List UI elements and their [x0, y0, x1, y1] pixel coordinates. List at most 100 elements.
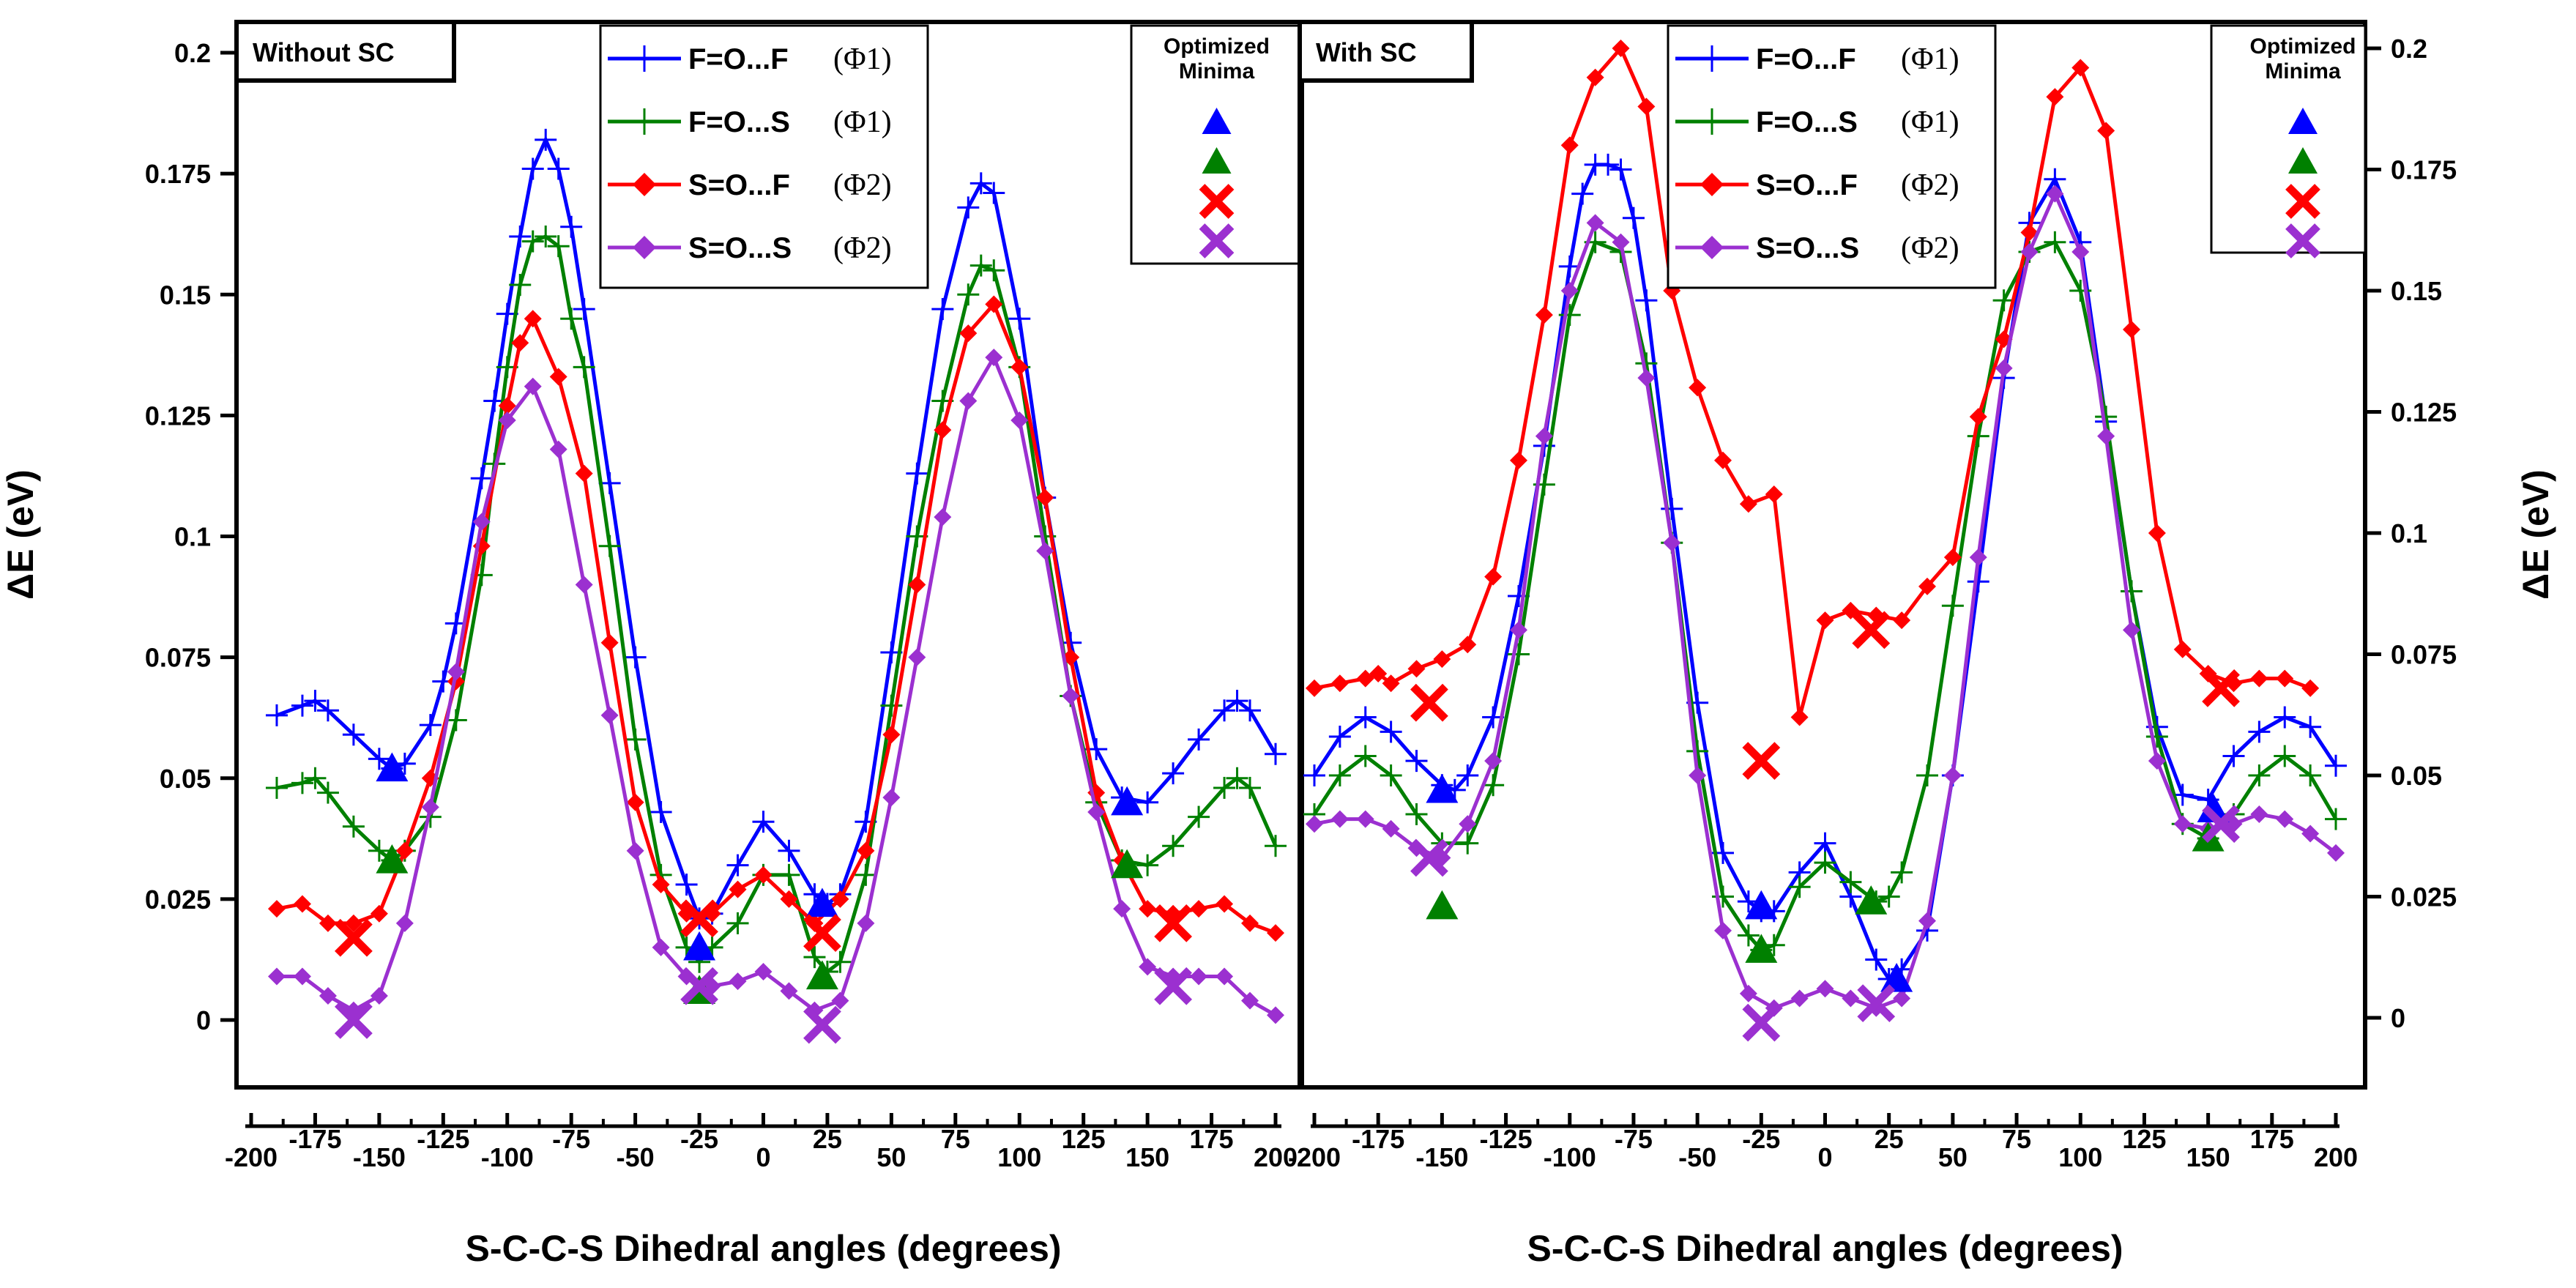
- data-point-ff: [752, 811, 775, 833]
- data-point-fs: [1839, 871, 1862, 893]
- data-point-sf: [1765, 485, 1783, 504]
- series-sf: [1306, 40, 2320, 726]
- data-point-ff: [1380, 721, 1402, 743]
- data-point-sf: [1356, 669, 1374, 688]
- data-point-fs: [1967, 425, 1989, 447]
- plot-frame: [1298, 20, 2367, 1090]
- legend-label-sf: S=O...F: [688, 169, 790, 201]
- data-point-sf: [1484, 567, 1503, 586]
- data-point-fs: [1916, 764, 1938, 786]
- legend-phi-ss: (Φ2): [833, 231, 892, 265]
- y-tick-label: 0.075: [145, 643, 211, 673]
- data-point-ss: [1943, 767, 1962, 784]
- data-point-fs: [1162, 835, 1185, 857]
- data-point-sf: [1459, 636, 1477, 654]
- data-point-ff: [265, 704, 288, 726]
- data-point-fs: [1328, 764, 1351, 786]
- data-point-ss: [395, 914, 414, 932]
- data-point-fs: [535, 225, 557, 247]
- minima-ss: [335, 967, 1192, 1044]
- legend-item-ff: F=O...F (Φ1): [608, 42, 892, 76]
- data-point-ff: [624, 646, 647, 669]
- minimum-point-ff: [1880, 963, 1913, 992]
- data-point-ff: [342, 723, 365, 746]
- data-point-ss: [985, 349, 1003, 367]
- data-point-ss: [1714, 921, 1732, 939]
- data-point-sf: [1893, 611, 1911, 630]
- minima-legend-title: Optimized: [1164, 34, 1270, 59]
- data-point-sf: [626, 793, 644, 811]
- data-point-fs: [573, 356, 595, 379]
- minimum-point-fs: [1745, 934, 1778, 963]
- x-tick-label: -200: [1288, 1142, 1341, 1172]
- panel-with-sc: With SC F=O...F (Φ1) F=O...S (Φ1) S=O...F (Φ2)…: [1288, 20, 2556, 1269]
- data-point-ff: [1635, 289, 1658, 312]
- data-point-ff: [2248, 721, 2271, 743]
- data-point-ss: [549, 440, 567, 458]
- x-tick-label: -50: [1678, 1142, 1716, 1172]
- data-point-ss: [1510, 621, 1527, 639]
- data-point-fs: [2325, 808, 2347, 830]
- legend-marker-sf: [633, 173, 656, 196]
- data-point-ss: [1739, 984, 1757, 1002]
- data-point-fs: [2299, 764, 2322, 786]
- data-point-ss: [421, 798, 439, 816]
- data-point-ss: [1918, 912, 1936, 930]
- data-point-ss: [1010, 411, 1029, 429]
- x-tick-label: 50: [876, 1142, 906, 1172]
- data-point-ff: [1213, 699, 1236, 722]
- y-tick-label: 0.1: [174, 522, 211, 552]
- data-point-sf: [2276, 669, 2294, 688]
- legend-phi-sf: (Φ2): [1901, 168, 1959, 202]
- data-point-fs: [316, 781, 339, 804]
- data-point-ss: [1087, 803, 1106, 821]
- data-point-ss: [2276, 810, 2294, 828]
- legend-phi-ff: (Φ1): [833, 42, 892, 76]
- x-tick-label: 175: [1190, 1124, 1234, 1154]
- x-tick-label: -100: [481, 1142, 534, 1172]
- data-point-ss: [857, 914, 875, 932]
- legend-marker-sf: [1700, 173, 1724, 196]
- x-tick-label: -175: [1352, 1124, 1404, 1154]
- y-tick-label: 0: [2391, 1003, 2405, 1033]
- y-tick-label: 0.175: [145, 159, 211, 189]
- data-point-ff: [521, 157, 544, 180]
- x-tick-label: 100: [997, 1142, 1041, 1172]
- y-tick-label: 0.15: [2391, 276, 2442, 306]
- minimum-point-sf: [335, 918, 373, 957]
- data-point-ff: [1405, 750, 1428, 773]
- legend-marker-ff: [631, 45, 658, 72]
- legend-marker-ss: [1700, 236, 1724, 259]
- x-tick-label: 125: [2122, 1124, 2166, 1154]
- data-point-sf: [2250, 669, 2268, 688]
- legend-label-ss: S=O...S: [688, 232, 792, 264]
- data-point-ff: [2274, 706, 2296, 729]
- data-point-fs: [368, 839, 390, 862]
- series-ss: [267, 349, 1284, 1024]
- data-point-ff: [1814, 832, 1836, 855]
- legend-label-ff: F=O...F: [1756, 43, 1856, 75]
- data-point-fs: [598, 535, 621, 557]
- data-point-ss: [2046, 185, 2064, 203]
- data-point-sf: [1816, 611, 1834, 630]
- x-tick-label: 200: [2314, 1142, 2358, 1172]
- minimum-point-ff: [1426, 773, 1459, 803]
- data-point-ss: [1969, 548, 1987, 567]
- data-point-sf: [857, 841, 875, 860]
- data-point-ss: [1062, 687, 1080, 705]
- data-point-ss: [754, 962, 773, 980]
- data-point-fs: [624, 728, 647, 751]
- legend-item-ff: F=O...F (Φ1): [1675, 42, 1959, 76]
- data-point-ss: [1560, 282, 1579, 299]
- data-point-ff: [1354, 706, 1377, 729]
- data-point-ff: [931, 298, 954, 321]
- data-point-ss: [1190, 967, 1208, 986]
- data-point-ff: [316, 699, 339, 722]
- data-point-ff: [2325, 754, 2347, 777]
- data-point-sf: [2173, 640, 2192, 658]
- data-point-ss: [780, 982, 798, 1000]
- data-point-sf: [1637, 97, 1656, 116]
- data-point-ff: [547, 157, 570, 180]
- data-point-ss: [472, 513, 491, 531]
- y-tick-label: 0.025: [145, 885, 211, 915]
